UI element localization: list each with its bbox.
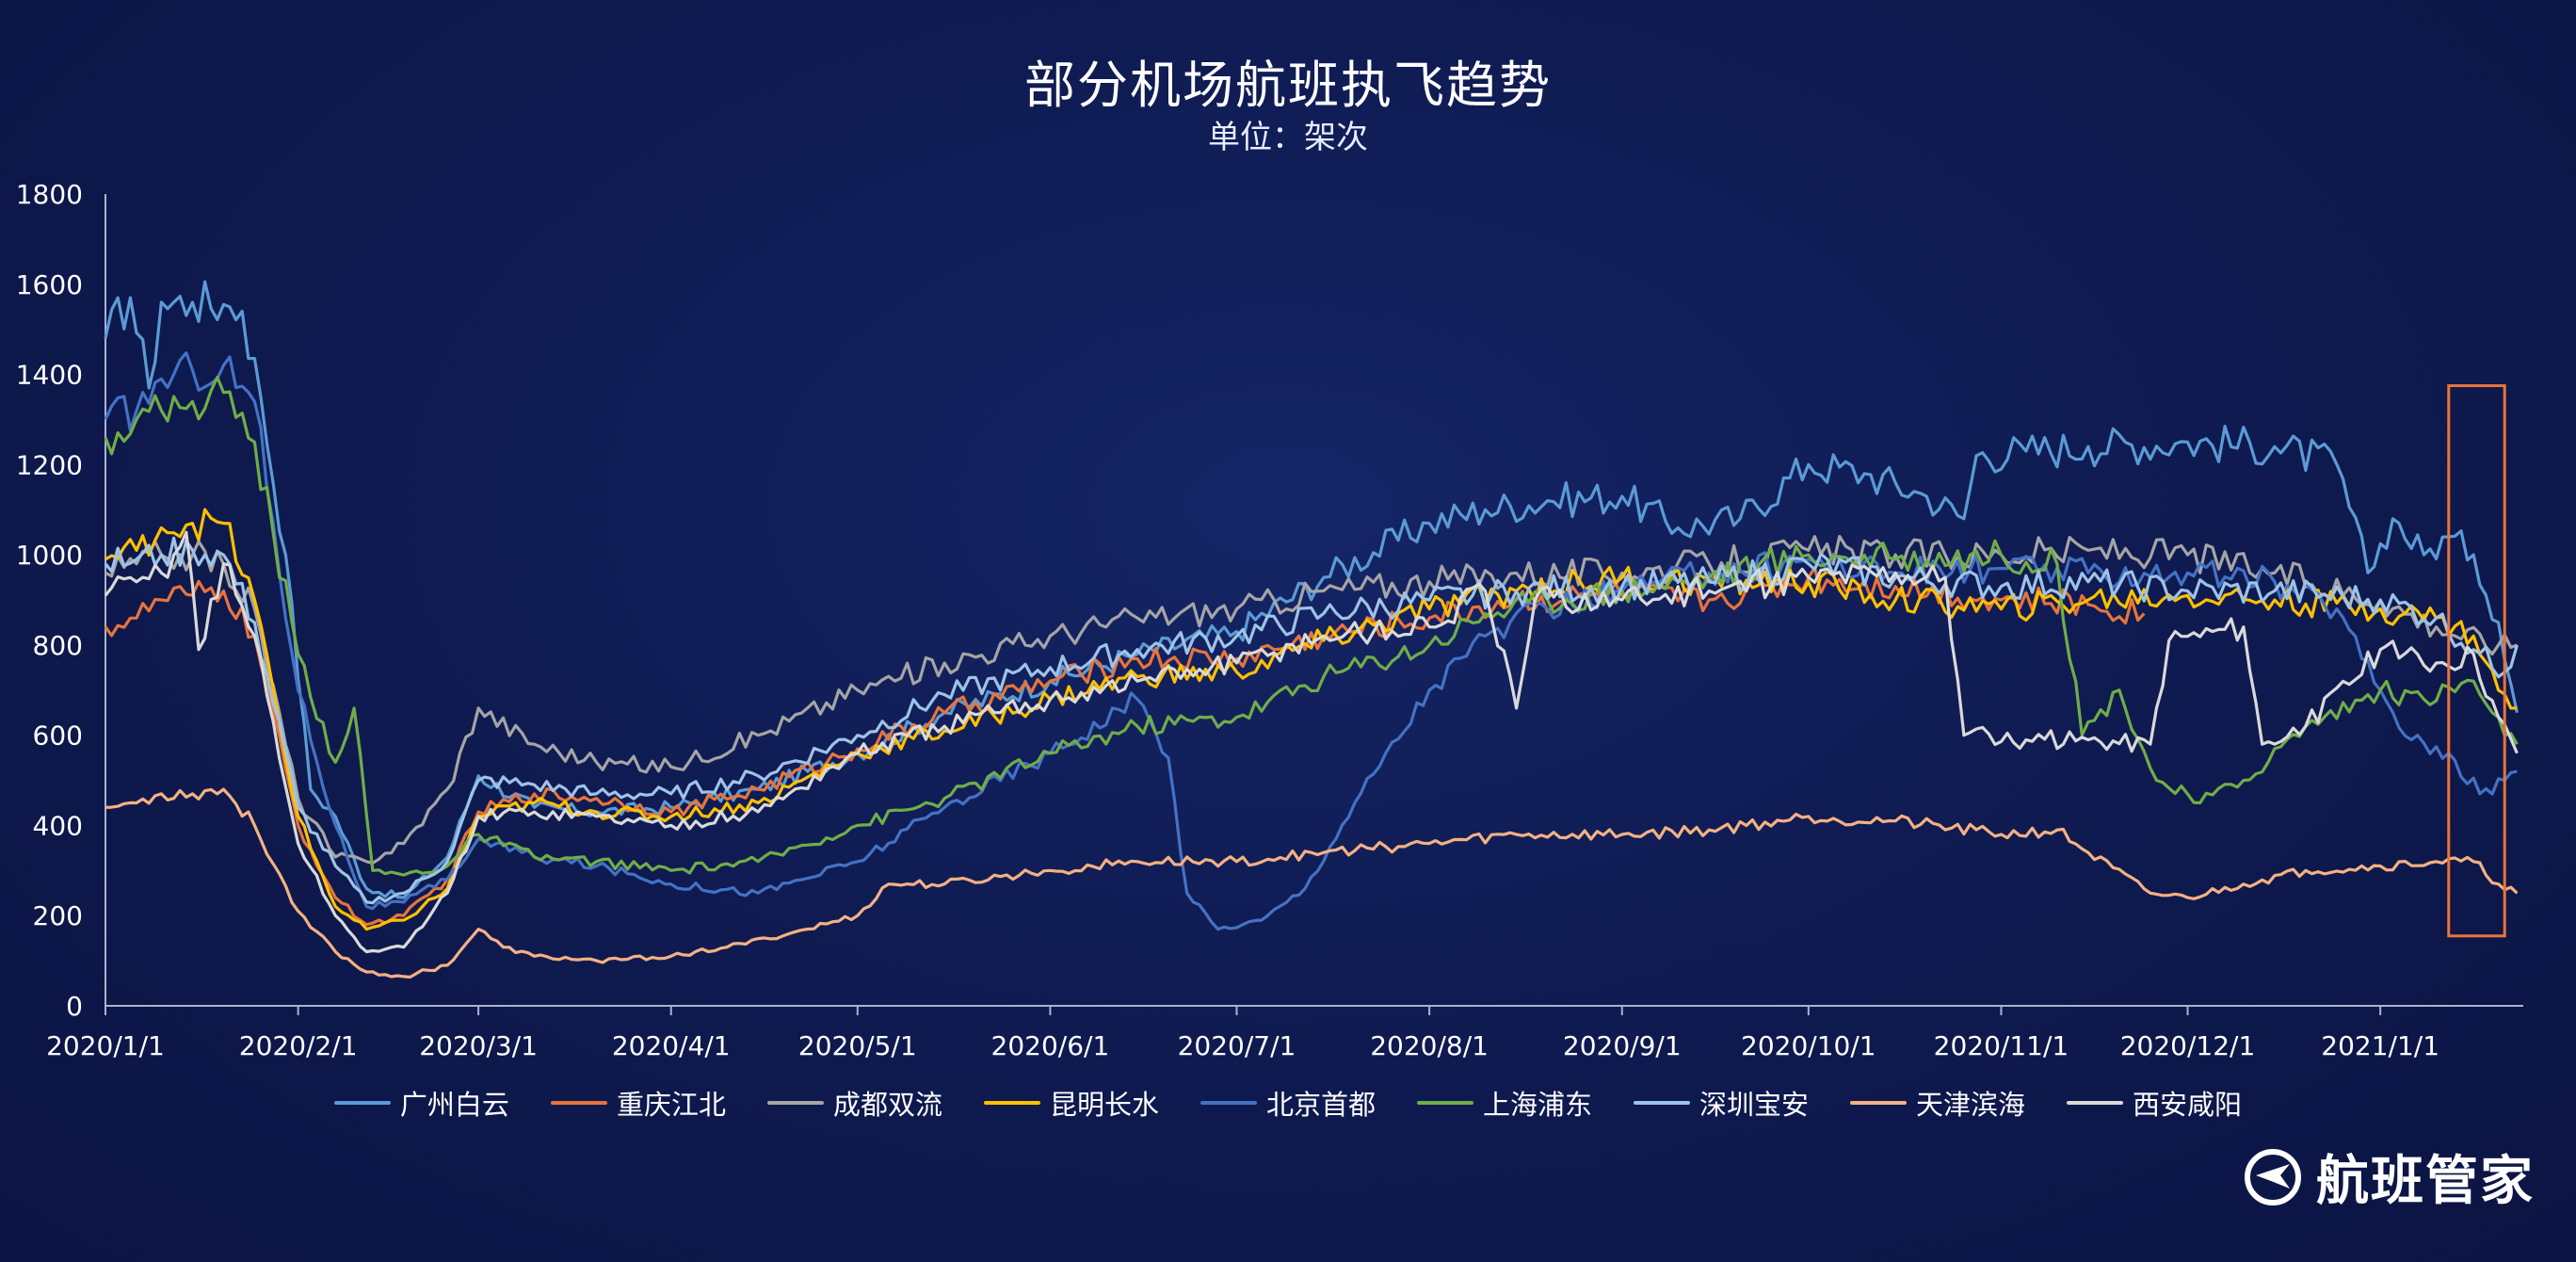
x-tick-label: 2020/8/1 bbox=[1370, 1030, 1489, 1061]
y-tick-label: 1800 bbox=[16, 179, 83, 210]
chart-axes: 0 200 400 600 800 1000 1200 1400 1600 1800 2020/1/… bbox=[16, 179, 2523, 1061]
legend-label: 重庆江北 bbox=[616, 1089, 726, 1121]
legend-swatch bbox=[333, 1101, 391, 1105]
y-tick-label: 600 bbox=[33, 720, 83, 752]
legend-swatch bbox=[1417, 1101, 1473, 1105]
chart-legend: 广州白云 重庆江北 成都双流 昆明长水 北京首都 上海浦东 深圳宝安 天津滨海 西安咸阳 bbox=[0, 1083, 2576, 1123]
legend-item[interactable]: 西安咸阳 bbox=[2067, 1083, 2242, 1123]
legend-label: 天津滨海 bbox=[1916, 1089, 2026, 1121]
chart-subtitle: 单位：架次 bbox=[1208, 119, 1368, 156]
x-tick-label: 2021/1/1 bbox=[2321, 1030, 2439, 1061]
legend-label: 成都双流 bbox=[832, 1089, 942, 1121]
highlight-box bbox=[2447, 384, 2506, 938]
legend-label: 北京首都 bbox=[1265, 1089, 1376, 1121]
highlight-rect bbox=[2447, 384, 2506, 938]
legend-swatch bbox=[766, 1101, 824, 1105]
legend-item[interactable]: 昆明长水 bbox=[983, 1083, 1159, 1123]
x-tick-label: 2020/1/1 bbox=[46, 1030, 165, 1061]
y-tick-label: 0 bbox=[66, 991, 83, 1022]
y-tick-label: 1600 bbox=[16, 269, 83, 300]
legend-swatch bbox=[1199, 1101, 1257, 1105]
x-tick-label: 2020/5/1 bbox=[798, 1030, 917, 1061]
legend-label: 深圳宝安 bbox=[1699, 1089, 1810, 1121]
x-tick-label: 2020/7/1 bbox=[1178, 1030, 1296, 1061]
legend-swatch bbox=[1850, 1101, 1908, 1105]
series-line bbox=[105, 508, 2518, 931]
legend-item[interactable]: 广州白云 bbox=[333, 1083, 509, 1123]
x-tick-label: 2020/2/1 bbox=[239, 1030, 358, 1061]
brand-name: 航班管家 bbox=[2316, 1151, 2535, 1212]
x-tick-label: 2020/3/1 bbox=[419, 1030, 538, 1061]
plane-logo-icon bbox=[2245, 1148, 2301, 1205]
x-tick-label: 2020/4/1 bbox=[612, 1030, 731, 1061]
y-tick-label: 1200 bbox=[16, 449, 83, 480]
legend-item[interactable]: 深圳宝安 bbox=[1634, 1083, 1809, 1123]
legend-swatch bbox=[550, 1101, 607, 1105]
legend-item[interactable]: 北京首都 bbox=[1199, 1083, 1376, 1123]
legend-swatch bbox=[1634, 1101, 1691, 1105]
y-tick-label: 1000 bbox=[16, 540, 83, 571]
legend-item[interactable]: 成都双流 bbox=[766, 1083, 942, 1123]
x-tick-label: 2020/10/1 bbox=[1741, 1030, 1876, 1061]
x-tick-label: 2020/9/1 bbox=[1563, 1030, 1682, 1061]
legend-label: 上海浦东 bbox=[1483, 1089, 1593, 1121]
legend-label: 广州白云 bbox=[399, 1089, 509, 1121]
series-line bbox=[105, 534, 2518, 866]
legend-item[interactable]: 上海浦东 bbox=[1417, 1083, 1592, 1123]
legend-swatch bbox=[983, 1101, 1040, 1105]
legend-swatch bbox=[2067, 1101, 2124, 1105]
series-line bbox=[104, 280, 2519, 899]
chart-title: 部分机场航班执飞趋势 bbox=[1024, 56, 1552, 115]
series-line bbox=[104, 530, 2519, 954]
x-tick-label: 2020/12/1 bbox=[2120, 1030, 2256, 1061]
x-tick-label: 2020/11/1 bbox=[1934, 1030, 2069, 1061]
y-tick-label: 200 bbox=[33, 900, 83, 931]
y-tick-label: 1400 bbox=[16, 360, 83, 391]
y-tick-label: 400 bbox=[33, 810, 83, 841]
y-tick-label: 800 bbox=[33, 630, 83, 661]
legend-label: 西安咸阳 bbox=[2133, 1089, 2243, 1121]
series-line bbox=[104, 351, 2518, 931]
series-line bbox=[104, 375, 2519, 877]
series-line bbox=[104, 536, 2519, 905]
legend-item[interactable]: 天津滨海 bbox=[1850, 1083, 2025, 1123]
brand-logo: 航班管家 bbox=[2243, 1139, 2535, 1215]
legend-item[interactable]: 重庆江北 bbox=[550, 1083, 726, 1123]
series-line bbox=[105, 787, 2519, 979]
x-tick-label: 2020/6/1 bbox=[991, 1030, 1110, 1061]
legend-label: 昆明长水 bbox=[1049, 1089, 1159, 1121]
chart-plot-area bbox=[104, 280, 2519, 979]
